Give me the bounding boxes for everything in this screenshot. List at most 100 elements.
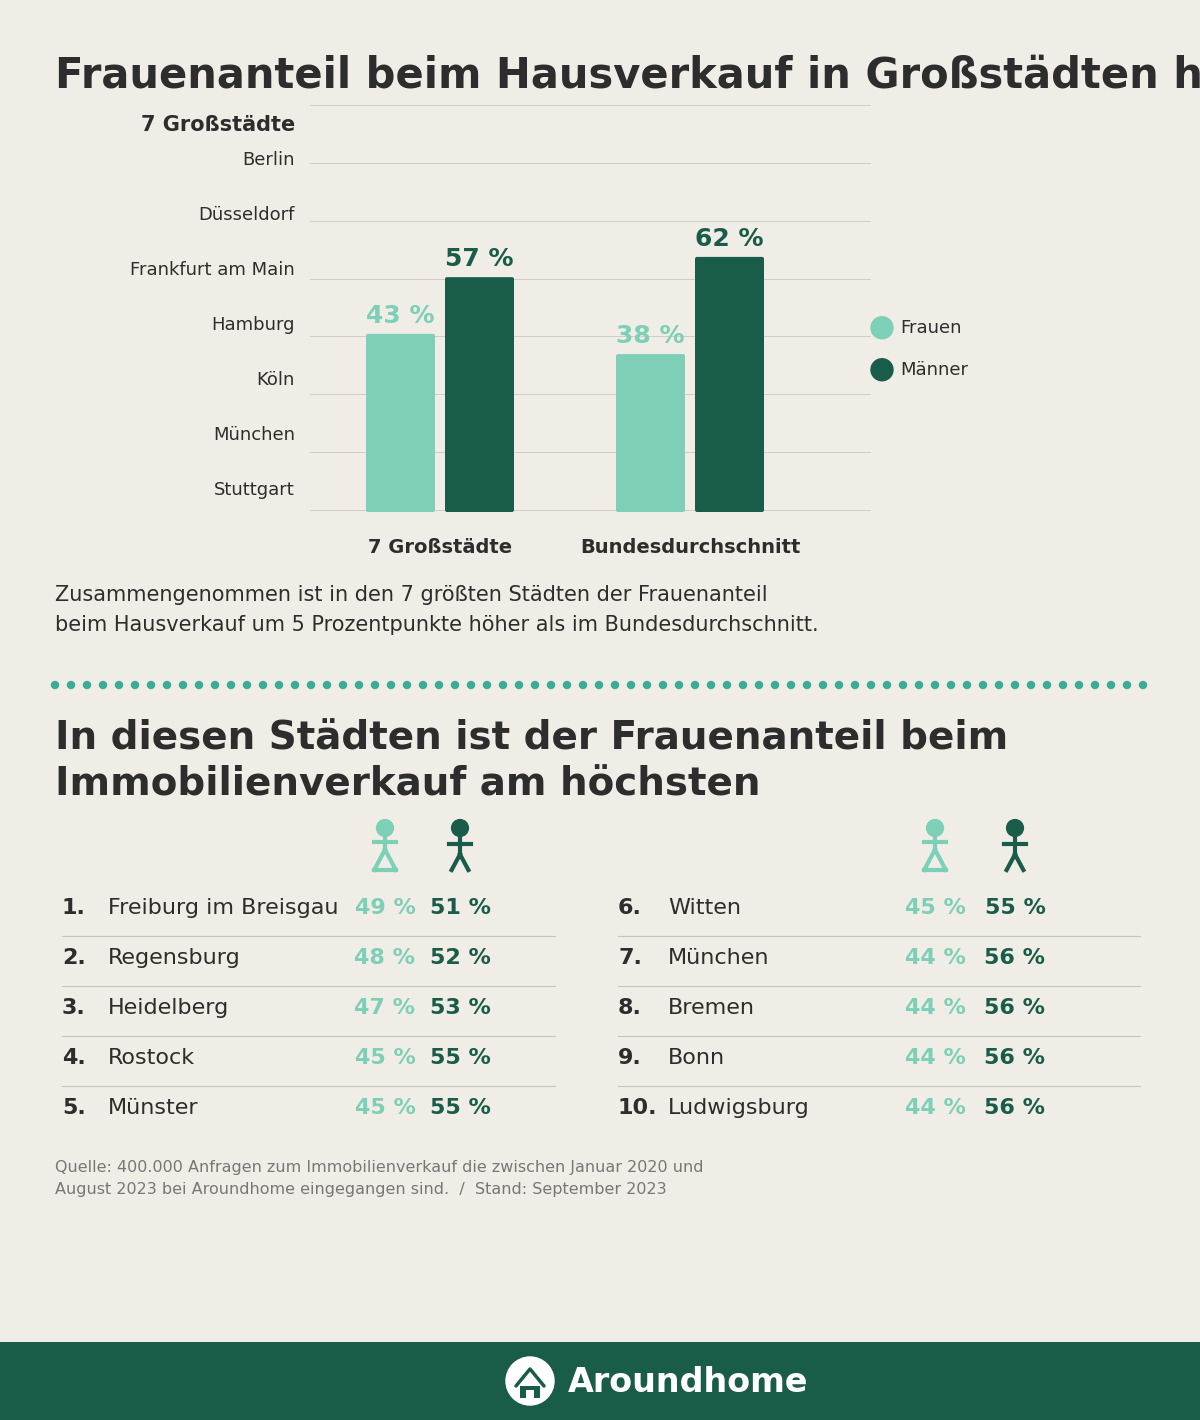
Circle shape: [612, 682, 618, 689]
Text: München: München: [214, 426, 295, 444]
Circle shape: [355, 682, 362, 689]
Circle shape: [436, 682, 443, 689]
Text: Aroundhome: Aroundhome: [568, 1366, 809, 1400]
Circle shape: [468, 682, 474, 689]
Circle shape: [228, 682, 234, 689]
Circle shape: [724, 682, 731, 689]
Text: Frankfurt am Main: Frankfurt am Main: [131, 261, 295, 278]
Circle shape: [67, 682, 74, 689]
Circle shape: [388, 682, 395, 689]
Circle shape: [340, 682, 347, 689]
Text: 55 %: 55 %: [984, 897, 1045, 917]
Text: Berlin: Berlin: [242, 151, 295, 169]
Text: 47 %: 47 %: [354, 998, 415, 1018]
FancyBboxPatch shape: [366, 334, 436, 513]
Circle shape: [835, 682, 842, 689]
Circle shape: [979, 682, 986, 689]
Text: 45 %: 45 %: [905, 897, 966, 917]
Circle shape: [516, 682, 522, 689]
Circle shape: [180, 682, 186, 689]
Circle shape: [1108, 682, 1115, 689]
Text: 6.: 6.: [618, 897, 642, 917]
Text: Männer: Männer: [900, 361, 968, 379]
Text: 45 %: 45 %: [354, 1098, 415, 1118]
Text: 56 %: 56 %: [984, 949, 1045, 968]
Circle shape: [676, 682, 683, 689]
Text: 7 Großstädte: 7 Großstädte: [368, 538, 512, 557]
Circle shape: [451, 819, 468, 836]
Text: Düsseldorf: Düsseldorf: [199, 206, 295, 224]
Circle shape: [948, 682, 954, 689]
Text: 38 %: 38 %: [617, 324, 685, 348]
Circle shape: [547, 682, 554, 689]
Circle shape: [564, 682, 570, 689]
Text: Freiburg im Breisgau: Freiburg im Breisgau: [108, 897, 338, 917]
Circle shape: [1092, 682, 1098, 689]
Text: Quelle: 400.000 Anfragen zum Immobilienverkauf die zwischen Januar 2020 und
Augu: Quelle: 400.000 Anfragen zum Immobilienv…: [55, 1160, 703, 1197]
Text: 48 %: 48 %: [354, 949, 415, 968]
FancyBboxPatch shape: [526, 1390, 534, 1399]
Text: 5.: 5.: [62, 1098, 85, 1118]
Circle shape: [643, 682, 650, 689]
Text: 55 %: 55 %: [430, 1048, 491, 1068]
FancyBboxPatch shape: [520, 1386, 540, 1399]
Circle shape: [628, 682, 635, 689]
Text: 3.: 3.: [62, 998, 85, 1018]
Circle shape: [883, 682, 890, 689]
Circle shape: [1012, 682, 1019, 689]
Circle shape: [100, 682, 107, 689]
Text: 9.: 9.: [618, 1048, 642, 1068]
Circle shape: [852, 682, 858, 689]
Text: 57 %: 57 %: [445, 247, 514, 271]
FancyBboxPatch shape: [695, 257, 764, 513]
Text: Stuttgart: Stuttgart: [215, 481, 295, 498]
Circle shape: [499, 682, 506, 689]
Circle shape: [1123, 682, 1130, 689]
Text: 44 %: 44 %: [905, 1048, 966, 1068]
Text: Münster: Münster: [108, 1098, 199, 1118]
Text: 55 %: 55 %: [430, 1098, 491, 1118]
Circle shape: [377, 819, 394, 836]
Text: Bonn: Bonn: [668, 1048, 725, 1068]
FancyBboxPatch shape: [445, 277, 514, 513]
Circle shape: [324, 682, 330, 689]
Text: 7.: 7.: [618, 949, 642, 968]
Circle shape: [148, 682, 155, 689]
Circle shape: [804, 682, 810, 689]
Text: 56 %: 56 %: [984, 1048, 1045, 1068]
Circle shape: [871, 359, 893, 381]
Text: 7 Großstädte: 7 Großstädte: [140, 115, 295, 135]
Circle shape: [1075, 682, 1082, 689]
Text: 56 %: 56 %: [984, 1098, 1045, 1118]
Text: Regensburg: Regensburg: [108, 949, 241, 968]
Circle shape: [1044, 682, 1050, 689]
Text: 44 %: 44 %: [905, 998, 966, 1018]
Text: Zusammengenommen ist in den 7 größten Städten der Frauenanteil
beim Hausverkauf : Zusammengenommen ist in den 7 größten St…: [55, 585, 818, 635]
Circle shape: [739, 682, 746, 689]
Text: Ludwigsburg: Ludwigsburg: [668, 1098, 810, 1118]
Circle shape: [931, 682, 938, 689]
Circle shape: [926, 819, 943, 836]
Circle shape: [868, 682, 875, 689]
Text: 4.: 4.: [62, 1048, 85, 1068]
FancyBboxPatch shape: [0, 1342, 1200, 1420]
Circle shape: [259, 682, 266, 689]
Text: 51 %: 51 %: [430, 897, 491, 917]
Circle shape: [871, 317, 893, 339]
Text: Frauen: Frauen: [900, 318, 961, 337]
Circle shape: [1140, 682, 1146, 689]
Text: 52 %: 52 %: [430, 949, 491, 968]
Circle shape: [196, 682, 203, 689]
Circle shape: [420, 682, 426, 689]
Text: 2.: 2.: [62, 949, 85, 968]
Circle shape: [132, 682, 138, 689]
Text: 8.: 8.: [618, 998, 642, 1018]
Text: Witten: Witten: [668, 897, 742, 917]
Text: Frauenanteil beim Hausverkauf in Großstädten höher: Frauenanteil beim Hausverkauf in Großstä…: [55, 55, 1200, 97]
Text: 10.: 10.: [618, 1098, 658, 1118]
Circle shape: [52, 682, 59, 689]
Circle shape: [580, 682, 587, 689]
FancyBboxPatch shape: [616, 354, 685, 513]
Text: Köln: Köln: [257, 371, 295, 389]
Circle shape: [451, 682, 458, 689]
